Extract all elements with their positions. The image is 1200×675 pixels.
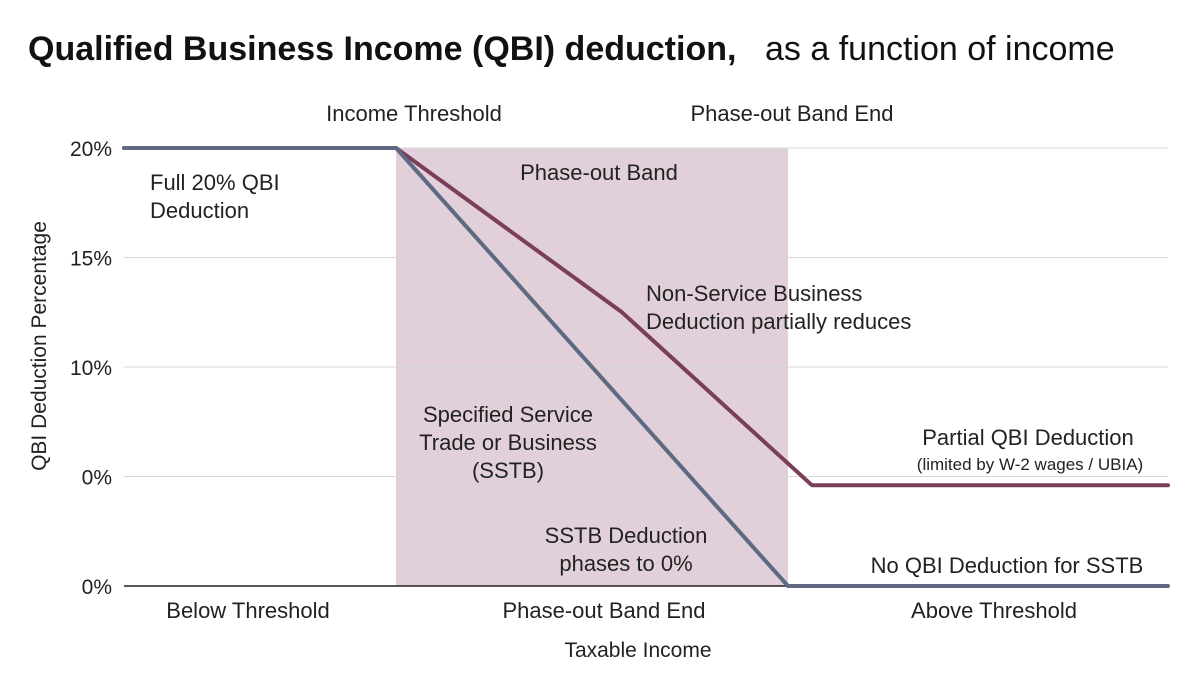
- x-category-label: Phase-out Band End: [502, 598, 705, 623]
- x-category-label: Below Threshold: [166, 598, 329, 623]
- full-deduction-annotation: Deduction: [150, 198, 249, 223]
- y-tick-label: 0%: [82, 576, 112, 599]
- chart-subtitle: as a function of income: [765, 30, 1115, 68]
- sstb-zero-annotation: SSTB Deduction: [545, 523, 708, 548]
- x-axis-label: Taxable Income: [564, 639, 711, 662]
- sstb-zero-annotation: phases to 0%: [559, 551, 692, 576]
- no-sstb-annotation: No QBI Deduction for SSTB: [871, 553, 1144, 578]
- chart-title: Qualified Business Income (QBI) deductio…: [28, 30, 736, 68]
- y-axis-label: QBI Deduction Percentage: [28, 221, 51, 471]
- non-service-annotation: Deduction partially reduces: [646, 309, 911, 334]
- income-threshold-label: Income Threshold: [326, 101, 502, 126]
- x-category-label: Above Threshold: [911, 598, 1077, 623]
- phase-out-end-label: Phase-out Band End: [690, 101, 893, 126]
- partial-deduction-note: (limited by W-2 wages / UBIA): [917, 455, 1143, 474]
- sstb-annotation: Specified Service: [423, 402, 593, 427]
- partial-deduction-annotation: Partial QBI Deduction: [922, 425, 1134, 450]
- full-deduction-annotation: Full 20% QBI: [150, 170, 280, 195]
- phase-out-band-label: Phase-out Band: [520, 160, 678, 185]
- y-tick-label: 10%: [70, 357, 112, 380]
- y-tick-label: 15%: [70, 248, 112, 271]
- sstb-line: [122, 146, 1170, 588]
- sstb-annotation: Trade or Business: [419, 430, 597, 455]
- sstb-annotation: (SSTB): [472, 458, 544, 483]
- plot-area: 20% 15% 10% 0% 0% QBI Deduction Percentage Bel…: [28, 101, 1170, 662]
- y-tick-label: 20%: [70, 138, 112, 161]
- non-service-annotation: Non-Service Business: [646, 281, 862, 306]
- y-tick-label: 0%: [82, 467, 112, 490]
